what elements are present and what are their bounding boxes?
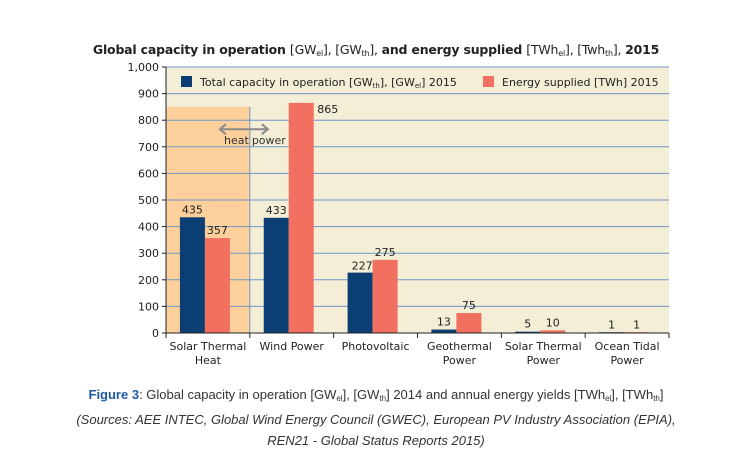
axes	[162, 66, 670, 338]
caption-sources-line-1: (Sources: AEE INTEC, Global Wind Energy …	[76, 412, 676, 427]
y-tick-label: 400	[138, 221, 159, 234]
y-tick-label: 500	[138, 194, 159, 207]
y-tick-label: 800	[138, 114, 159, 127]
legend: Total capacity in operation [GWth], [GWe…	[181, 76, 659, 90]
data-label: 435	[182, 203, 203, 216]
category-label: Ocean Tidal	[595, 340, 660, 353]
bar-capacity	[347, 272, 373, 333]
y-tick-label: 300	[138, 247, 159, 260]
caption-line-1: Figure 3: Global capacity in operation […	[88, 387, 664, 403]
bars	[179, 102, 650, 333]
chart: 0 100 200 300 400 500 600 700 800 900 1,000 435 433…	[128, 61, 670, 367]
legend-swatch-capacity	[181, 76, 192, 87]
bar-energy	[372, 259, 398, 333]
bar-capacity	[263, 217, 289, 333]
y-tick-label: 900	[138, 88, 159, 101]
bar-capacity	[431, 329, 457, 333]
category-label: Solar Thermal	[505, 340, 582, 353]
y-tick-label: 100	[138, 300, 159, 313]
bar-energy	[204, 238, 230, 333]
bar-energy	[540, 330, 566, 333]
legend-label-capacity: Total capacity in operation [GWth], [GWe…	[199, 76, 457, 90]
heat-power-annotation: heat power	[218, 123, 286, 147]
bar-capacity	[515, 331, 541, 333]
data-label: 227	[352, 260, 373, 273]
data-label: 10	[546, 316, 560, 329]
category-label: Solar Thermal	[170, 340, 247, 353]
data-label: 13	[437, 316, 451, 329]
data-label: 1	[608, 319, 615, 332]
data-labels: 435 433 227 13 5 1 357 865 275 75 10 1	[182, 103, 640, 332]
data-label: 433	[266, 204, 287, 217]
bar-capacity	[179, 217, 205, 333]
category-label: Photovoltaic	[342, 340, 410, 353]
legend-swatch-energy	[483, 76, 494, 87]
y-tick-label: 200	[138, 274, 159, 287]
category-label: Geothermal	[427, 340, 492, 353]
y-tick-labels: 0 100 200 300 400 500 600 700 800 900 1,000	[128, 61, 160, 340]
figure-label: Figure 3	[88, 387, 140, 402]
gridlines	[166, 66, 669, 333]
data-label: 75	[462, 299, 476, 312]
data-label: 357	[207, 224, 228, 237]
data-label: 865	[317, 103, 338, 116]
y-tick-label: 600	[138, 167, 159, 180]
arrow-left-head-icon	[218, 123, 227, 135]
category-label: Power	[443, 354, 477, 367]
data-label: 5	[524, 318, 531, 331]
heat-label: heat	[224, 134, 249, 147]
category-label: Wind Power	[260, 340, 325, 353]
y-tick-label: 700	[138, 141, 159, 154]
category-label: Heat	[195, 354, 222, 367]
legend-label-energy: Energy supplied [TWh] 2015	[502, 76, 659, 89]
caption-sources-line-2: REN21 - Global Status Reports 2015)	[267, 433, 485, 448]
bar-energy	[288, 102, 314, 333]
y-tick-label: 0	[152, 327, 159, 340]
y-tick-label: 1,000	[128, 61, 160, 74]
chart-title: Global capacity in operation [GWel], [GW…	[92, 42, 660, 58]
power-label: power	[252, 134, 286, 147]
arrow-right-head-icon	[261, 123, 270, 135]
bar-energy	[456, 313, 482, 333]
category-label: Power	[610, 354, 644, 367]
data-label: 1	[633, 319, 640, 332]
category-label: Power	[527, 354, 561, 367]
data-label: 275	[375, 246, 396, 259]
figure-caption: Figure 3: Global capacity in operation […	[0, 384, 752, 451]
